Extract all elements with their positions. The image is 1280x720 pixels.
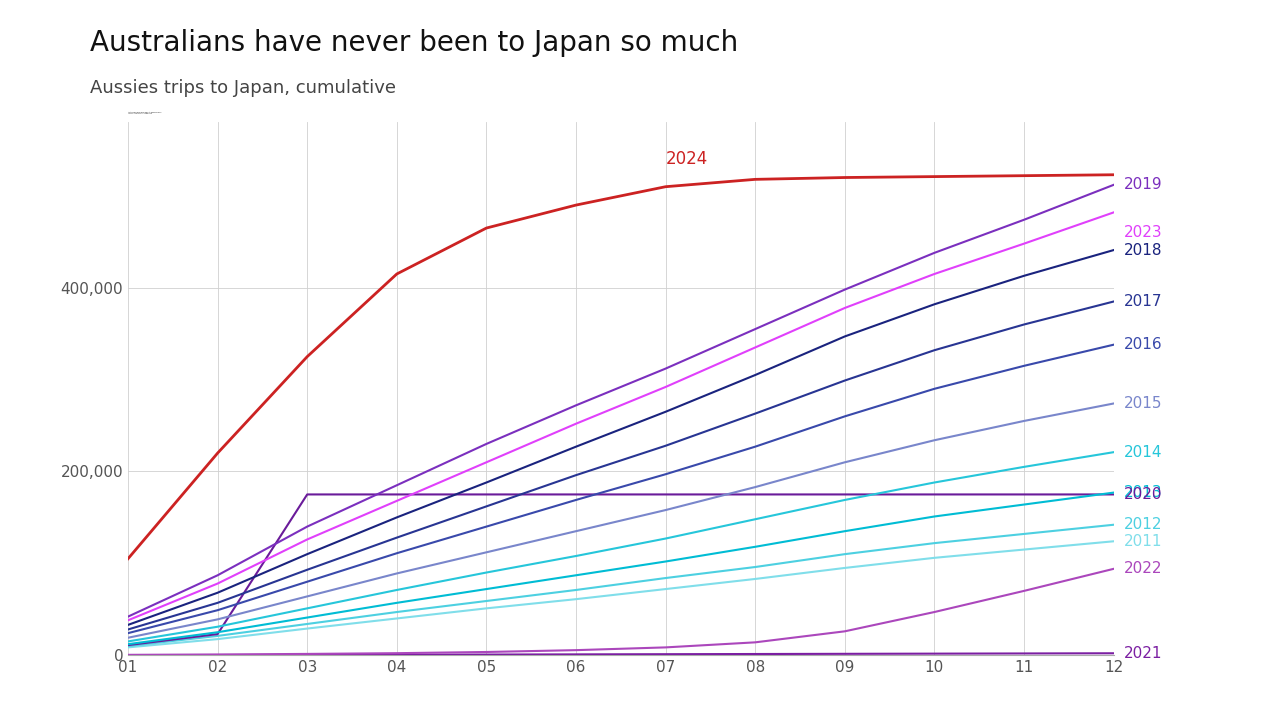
Text: 2015: 2015 <box>1124 396 1162 411</box>
Text: 2020: 2020 <box>1124 487 1162 502</box>
Text: 2024: 2024 <box>666 150 708 168</box>
Text: Australians have never been to Japan so much
Aussies trips to Japan, cumulative: Australians have never been to Japan so … <box>128 112 161 114</box>
Text: 2012: 2012 <box>1124 517 1162 532</box>
Text: Australians have never been to Japan so much: Australians have never been to Japan so … <box>90 29 737 57</box>
Text: 2023: 2023 <box>1124 225 1164 240</box>
Text: 2013: 2013 <box>1124 485 1164 500</box>
Text: Aussies trips to Japan, cumulative: Aussies trips to Japan, cumulative <box>90 79 396 97</box>
Text: 2022: 2022 <box>1124 562 1162 576</box>
Text: 2014: 2014 <box>1124 445 1162 459</box>
Text: 2016: 2016 <box>1124 337 1164 352</box>
Text: 2011: 2011 <box>1124 534 1162 549</box>
Text: 2018: 2018 <box>1124 243 1162 258</box>
Text: 2017: 2017 <box>1124 294 1162 309</box>
Text: 2021: 2021 <box>1124 646 1162 661</box>
Text: 2019: 2019 <box>1124 177 1164 192</box>
